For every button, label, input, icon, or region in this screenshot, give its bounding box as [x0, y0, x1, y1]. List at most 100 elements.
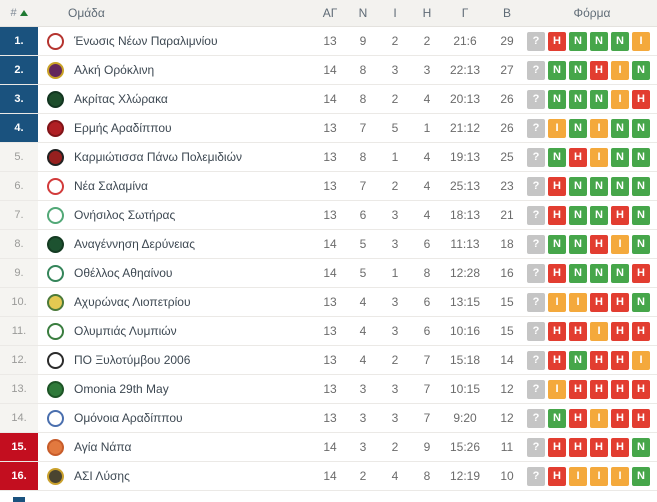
- losses-column-header[interactable]: Η: [422, 6, 432, 20]
- table-row[interactable]: 9. Οθέλλος Αθηαίνου 14 5 1 8 12:28 16 ? Η…: [0, 259, 657, 288]
- form-result-badge[interactable]: Η: [632, 379, 650, 399]
- team-name[interactable]: Αχυρώνας Λιοπετρίου: [74, 295, 191, 309]
- form-result-badge[interactable]: Ι: [590, 147, 608, 167]
- team-name[interactable]: ΑΣΙ Λύσης: [74, 469, 130, 483]
- form-result-badge[interactable]: Ι: [548, 379, 566, 399]
- form-result-badge[interactable]: Η: [590, 350, 608, 370]
- form-result-badge[interactable]: Ν: [632, 60, 650, 80]
- form-result-badge[interactable]: Ν: [569, 350, 587, 370]
- form-result-badge[interactable]: Ν: [569, 60, 587, 80]
- form-result-badge[interactable]: Ν: [632, 147, 650, 167]
- form-result-badge[interactable]: Ν: [632, 176, 650, 196]
- form-result-badge[interactable]: Ν: [569, 31, 587, 51]
- form-result-badge[interactable]: Η: [632, 321, 650, 341]
- goals-column-header[interactable]: Γ: [461, 6, 469, 20]
- form-result-badge[interactable]: Ι: [590, 466, 608, 486]
- table-row[interactable]: 4. Ερμής Αραδίππου 13 7 5 1 21:12 26 ? Ι Ν…: [0, 114, 657, 143]
- form-result-badge[interactable]: Η: [611, 350, 629, 370]
- team-column-header[interactable]: Ομάδα: [68, 6, 105, 20]
- next-match-badge[interactable]: ?: [527, 118, 545, 138]
- form-result-badge[interactable]: Η: [569, 321, 587, 341]
- form-result-badge[interactable]: Η: [590, 437, 608, 457]
- next-match-badge[interactable]: ?: [527, 234, 545, 254]
- form-result-badge[interactable]: Η: [548, 466, 566, 486]
- team-name[interactable]: Οθέλλος Αθηαίνου: [74, 266, 173, 280]
- form-result-badge[interactable]: Η: [548, 437, 566, 457]
- table-row[interactable]: 12. ΠΟ Ξυλοτύμβου 2006 13 4 2 7 15:18 14…: [0, 346, 657, 375]
- team-cell[interactable]: Ερμής Αραδίππου: [38, 119, 313, 137]
- form-result-badge[interactable]: Ι: [632, 350, 650, 370]
- form-result-badge[interactable]: Η: [590, 379, 608, 399]
- form-result-badge[interactable]: Ν: [569, 234, 587, 254]
- table-row[interactable]: 3. Ακρίτας Χλώρακα 14 8 2 4 20:13 26 ? Ν Ν…: [0, 85, 657, 114]
- form-result-badge[interactable]: Η: [611, 408, 629, 428]
- form-result-badge[interactable]: Ν: [611, 176, 629, 196]
- form-result-badge[interactable]: Η: [590, 292, 608, 312]
- team-name[interactable]: Ονήσιλος Σωτήρας: [74, 208, 176, 222]
- form-result-badge[interactable]: Ι: [548, 292, 566, 312]
- form-result-badge[interactable]: Η: [548, 31, 566, 51]
- team-name[interactable]: ΠΟ Ξυλοτύμβου 2006: [74, 353, 191, 367]
- next-match-badge[interactable]: ?: [527, 176, 545, 196]
- next-match-badge[interactable]: ?: [527, 263, 545, 283]
- form-result-badge[interactable]: Η: [569, 408, 587, 428]
- form-result-badge[interactable]: Ν: [632, 466, 650, 486]
- team-cell[interactable]: Οθέλλος Αθηαίνου: [38, 264, 313, 282]
- form-result-badge[interactable]: Η: [590, 234, 608, 254]
- team-name[interactable]: Αλκή Ορόκλινη: [74, 63, 155, 77]
- form-result-badge[interactable]: Ν: [611, 118, 629, 138]
- form-result-badge[interactable]: Ν: [569, 118, 587, 138]
- form-result-badge[interactable]: Η: [611, 379, 629, 399]
- form-result-badge[interactable]: Ν: [632, 118, 650, 138]
- form-result-badge[interactable]: Ι: [548, 118, 566, 138]
- form-result-badge[interactable]: Ι: [590, 408, 608, 428]
- form-result-badge[interactable]: Ι: [590, 118, 608, 138]
- next-match-badge[interactable]: ?: [527, 205, 545, 225]
- next-match-badge[interactable]: ?: [527, 60, 545, 80]
- points-column-header[interactable]: Β: [502, 6, 511, 20]
- form-result-badge[interactable]: Η: [632, 408, 650, 428]
- form-result-badge[interactable]: Ι: [611, 234, 629, 254]
- form-result-badge[interactable]: Ν: [548, 89, 566, 109]
- next-match-badge[interactable]: ?: [527, 466, 545, 486]
- form-result-badge[interactable]: Ν: [611, 147, 629, 167]
- team-name[interactable]: Νέα Σαλαμίνα: [74, 179, 148, 193]
- form-result-badge[interactable]: Ι: [611, 466, 629, 486]
- form-result-badge[interactable]: Ι: [569, 292, 587, 312]
- form-result-badge[interactable]: Ν: [590, 263, 608, 283]
- form-result-badge[interactable]: Ν: [569, 263, 587, 283]
- next-match-badge[interactable]: ?: [527, 350, 545, 370]
- team-name[interactable]: Ένωσις Νέων Παραλιμνίου: [74, 34, 218, 48]
- next-match-badge[interactable]: ?: [527, 437, 545, 457]
- next-match-badge[interactable]: ?: [527, 31, 545, 51]
- form-result-badge[interactable]: Η: [548, 176, 566, 196]
- form-result-badge[interactable]: Η: [548, 263, 566, 283]
- next-match-badge[interactable]: ?: [527, 89, 545, 109]
- table-row[interactable]: 14. Ομόνοια Αραδίππου 13 3 3 7 9:20 12 ?…: [0, 404, 657, 433]
- form-result-badge[interactable]: Ι: [611, 60, 629, 80]
- next-match-badge[interactable]: ?: [527, 147, 545, 167]
- team-name[interactable]: Αγία Νάπα: [74, 440, 132, 454]
- table-row[interactable]: 13. Omonia 29th May 13 3 3 7 10:15 12 ? Ι…: [0, 375, 657, 404]
- next-match-badge[interactable]: ?: [527, 321, 545, 341]
- form-result-badge[interactable]: Η: [548, 205, 566, 225]
- team-name[interactable]: Ομόνοια Αραδίππου: [74, 411, 183, 425]
- next-match-badge[interactable]: ?: [527, 292, 545, 312]
- table-row[interactable]: 7. Ονήσιλος Σωτήρας 13 6 3 4 18:13 21 ? Η…: [0, 201, 657, 230]
- rank-column-header[interactable]: #: [0, 7, 38, 19]
- team-cell[interactable]: Αχυρώνας Λιοπετρίου: [38, 293, 313, 311]
- table-row[interactable]: 5. Καρμιώτισσα Πάνω Πολεμιδιών 13 8 1 4 …: [0, 143, 657, 172]
- table-row[interactable]: 6. Νέα Σαλαμίνα 13 7 2 4 25:13 23 ? Η Ν Ν Ν Ν: [0, 172, 657, 201]
- form-result-badge[interactable]: Ι: [590, 321, 608, 341]
- form-result-badge[interactable]: Ι: [632, 31, 650, 51]
- table-row[interactable]: 11. Ολυμπιάς Λυμπιών 13 4 3 6 10:16 15 ?…: [0, 317, 657, 346]
- team-name[interactable]: Ακρίτας Χλώρακα: [74, 92, 168, 106]
- form-result-badge[interactable]: Ν: [590, 89, 608, 109]
- team-cell[interactable]: Ένωσις Νέων Παραλιμνίου: [38, 32, 313, 50]
- team-name[interactable]: Καρμιώτισσα Πάνω Πολεμιδιών: [74, 150, 242, 164]
- team-cell[interactable]: ΑΣΙ Λύσης: [38, 467, 313, 485]
- team-name[interactable]: Ολυμπιάς Λυμπιών: [74, 324, 177, 338]
- team-cell[interactable]: Omonia 29th May: [38, 380, 313, 398]
- form-result-badge[interactable]: Ν: [590, 31, 608, 51]
- next-match-badge[interactable]: ?: [527, 379, 545, 399]
